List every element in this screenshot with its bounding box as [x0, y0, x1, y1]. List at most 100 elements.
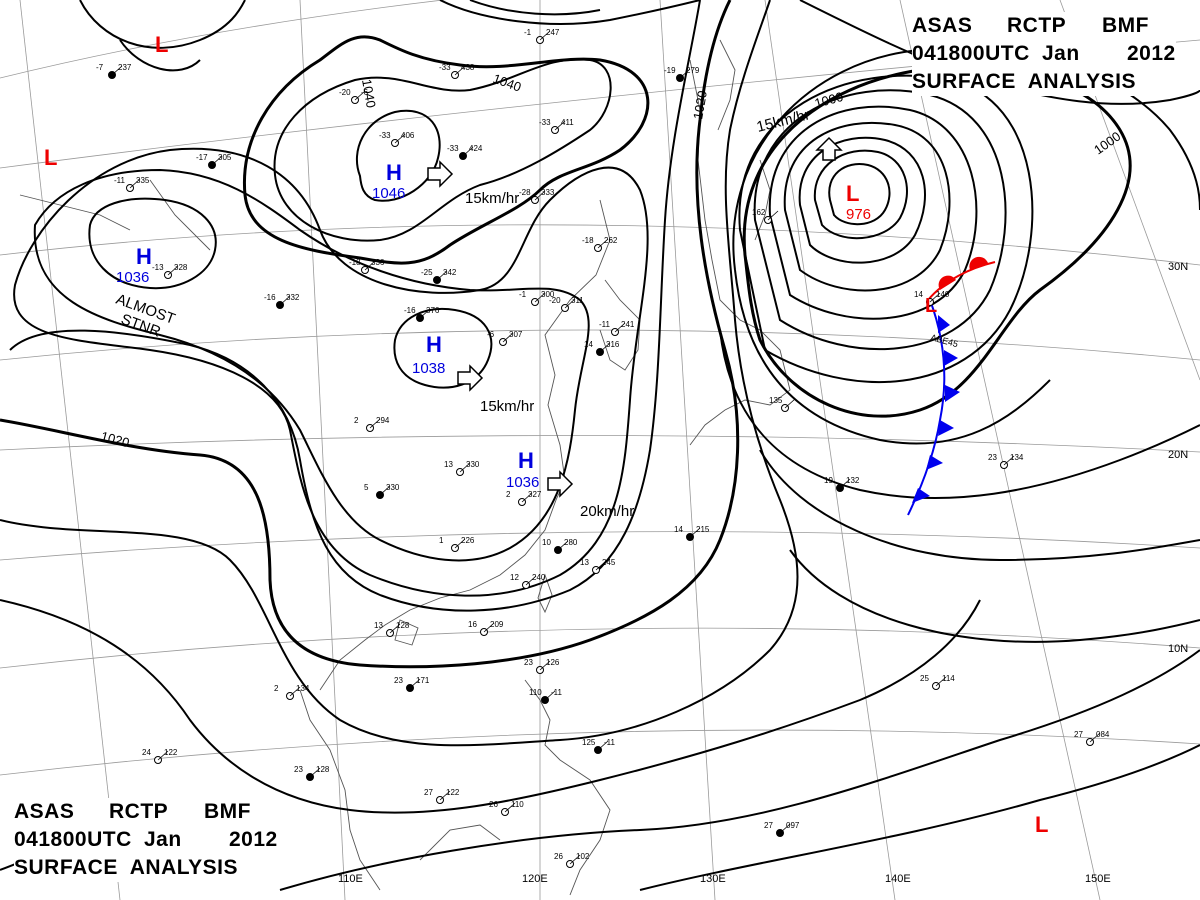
station-plot: -19 279: [664, 66, 700, 82]
station-pressure: 122: [164, 748, 178, 757]
low-center-letter: L: [846, 181, 859, 206]
motion-arrow-icon: [427, 160, 454, 188]
station-plot: 25 114: [920, 674, 955, 690]
station-pressure: 132: [846, 476, 860, 485]
isobar-1024: [9, 0, 701, 612]
isobar-label: 1040: [359, 78, 379, 109]
station-plot: -33 438: [439, 63, 475, 79]
cold-front-triangle: [944, 350, 958, 366]
isobar-1028-north: [469, 0, 601, 16]
station-plot: 12 240: [510, 573, 546, 589]
station-pressure: 134: [296, 684, 310, 693]
wind-barb-icon: [111, 65, 123, 76]
title-product: SURFACE ANALYSIS: [912, 70, 1136, 93]
isobar-1020: [0, 0, 740, 669]
isobar-1012-b: [279, 649, 1200, 891]
title-time: 041800UTC: [14, 828, 132, 851]
wind-barb-icon: [597, 238, 609, 249]
station-plot: -18 336: [349, 258, 385, 274]
motion-arrow-icon: [457, 364, 484, 392]
station-pressure: 376: [426, 306, 440, 315]
station-plot: -33 406: [379, 131, 415, 147]
longitude-line-100e: [19, 0, 121, 900]
low-center-letter: L: [155, 32, 168, 57]
station-pressure: 126: [546, 658, 560, 667]
station-pressure: -6: [361, 88, 369, 97]
latitude-line: [0, 329, 1200, 361]
high-center-letter: H: [386, 160, 402, 185]
isobar-nw-b: [119, 39, 201, 72]
coast-japan-north: [717, 39, 736, 131]
station-pressure: 424: [469, 144, 483, 153]
station-pressure: 311: [571, 296, 584, 305]
low-center-letter: L: [44, 145, 57, 170]
station-temperature: -11: [599, 320, 611, 329]
station-pressure: 097: [786, 821, 800, 830]
station-plots: -7 237-20 -6-33 438-17 305-11 335-33 406-33 424…: [96, 28, 1110, 868]
isobar-label: 1020: [690, 89, 710, 120]
station-plot: 1 226: [439, 536, 475, 552]
wind-barb-icon: [379, 485, 391, 496]
high-center-value: 1036: [506, 474, 539, 491]
longitude-line-130e: [659, 0, 716, 900]
wind-barb-icon: [935, 676, 947, 687]
station-pressure: 134: [1010, 453, 1024, 462]
station-temperature: 10: [542, 538, 551, 547]
motion-label: 20km/hr: [580, 503, 634, 520]
latitude-line: [0, 0, 447, 79]
wind-barb-icon: [394, 133, 406, 144]
coast-philippines: [524, 679, 611, 896]
wind-barb-icon: [599, 342, 611, 353]
wind-barb-icon: [157, 750, 169, 761]
isobar-low-ring-1: [828, 163, 891, 226]
station-temperature: 14: [584, 340, 593, 349]
isobar-1040: [242, 35, 650, 265]
coast-sakhalin: [754, 159, 771, 241]
station-plot: 27 122: [424, 788, 460, 804]
longitude-label: 130E: [700, 873, 726, 885]
station-pressure: 110: [511, 800, 524, 809]
station-temperature: -33: [447, 144, 459, 153]
station-temperature: -28: [519, 188, 531, 197]
warm-front-semicircle: [938, 275, 956, 290]
station-pressure: 237: [118, 63, 132, 72]
station-pressure: -11: [551, 688, 563, 697]
station-temperature: 1: [439, 536, 444, 545]
isobar-1012: [0, 599, 981, 814]
station-temperature: 16: [468, 620, 477, 629]
wind-barb-icon: [439, 790, 451, 801]
station-temperature: -16: [404, 306, 416, 315]
isobar-low-ring-5: [768, 105, 978, 320]
station-pressure: 114: [942, 674, 955, 683]
wind-barb-icon: [1089, 732, 1101, 743]
isobar-1036-west: [88, 197, 217, 290]
station-plot: 14 140: [914, 290, 950, 306]
warm-front: [927, 256, 996, 301]
station-pressure: 280: [564, 538, 578, 547]
station-temperature: 2: [506, 490, 511, 499]
isobar-1016: [0, 0, 799, 747]
station-temperature: -11: [114, 176, 126, 185]
wind-barb-icon: [784, 398, 796, 409]
station-pressure: 305: [218, 153, 232, 162]
station-plot: 2 134: [274, 684, 310, 700]
station-pressure: 336: [371, 258, 385, 267]
station-plot: 5 330: [364, 483, 400, 499]
station-pressure: 226: [461, 536, 475, 545]
wind-barb-icon: [564, 298, 576, 309]
pressure-centers: H 1046 H 1036 H 1038 H 1036 L 976 L L L …: [44, 32, 1048, 837]
station-temperature: -18: [349, 258, 361, 267]
station-temperature: -13: [152, 263, 164, 272]
station-plot: 14 316: [584, 340, 620, 356]
station-temperature: 162: [752, 208, 766, 217]
station-pressure: 240: [532, 573, 546, 582]
station-pressure: 245: [602, 558, 616, 567]
latitude-label: 10N: [1168, 643, 1188, 655]
isobar-1044: [273, 58, 612, 242]
title-month: Jan: [1042, 42, 1080, 65]
station-plot: 26 102: [554, 852, 590, 868]
wind-barb-icon: [539, 30, 551, 41]
station-pressure: 335: [136, 176, 150, 185]
title-year: 2012: [1127, 42, 1176, 65]
